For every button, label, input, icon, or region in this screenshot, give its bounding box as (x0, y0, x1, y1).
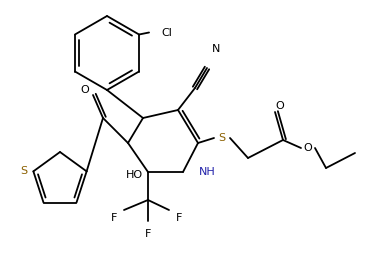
Text: O: O (304, 143, 312, 153)
Text: HO: HO (126, 170, 143, 180)
Text: S: S (218, 133, 226, 143)
Text: Cl: Cl (161, 27, 172, 37)
Text: O: O (276, 101, 284, 111)
Text: O: O (81, 85, 90, 95)
Text: NH: NH (199, 167, 216, 177)
Text: S: S (20, 166, 27, 176)
Text: F: F (111, 213, 117, 223)
Text: N: N (212, 44, 220, 54)
Text: F: F (176, 213, 182, 223)
Text: F: F (145, 229, 151, 239)
